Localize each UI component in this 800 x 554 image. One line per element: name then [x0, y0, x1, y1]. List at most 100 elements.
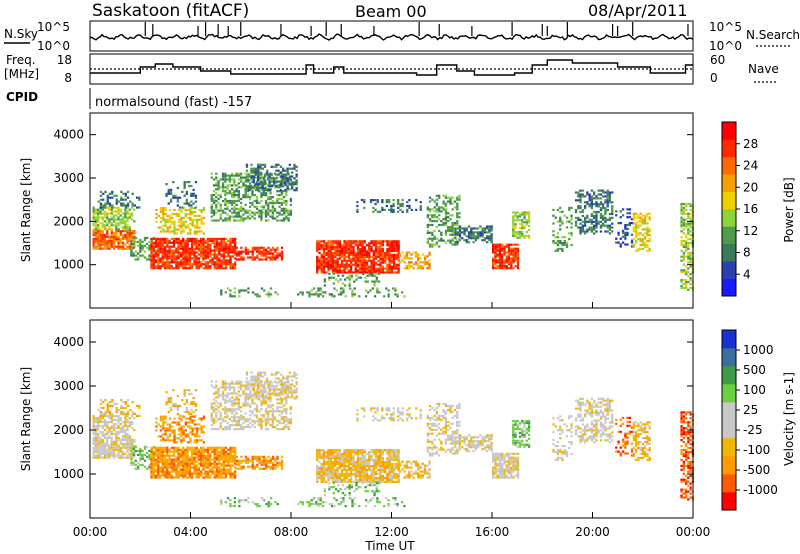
power-cell [244, 217, 247, 220]
power-cell [626, 227, 629, 230]
power-cell [379, 263, 382, 266]
power-cell [685, 236, 688, 239]
velocity-cell [92, 456, 95, 459]
power-cell [97, 243, 100, 246]
power-cell [397, 240, 400, 243]
power-cell [215, 182, 218, 185]
power-cell [350, 263, 353, 266]
power-cell [599, 230, 603, 233]
power-cell [185, 190, 188, 193]
velocity-cell [106, 440, 109, 443]
power-cell [379, 261, 382, 264]
power-cell [132, 246, 135, 249]
power-cell [689, 202, 692, 206]
power-cell [228, 176, 231, 179]
power-cell [133, 204, 136, 207]
power-cell [327, 251, 330, 255]
power-cell [119, 214, 122, 217]
power-cell [235, 215, 238, 218]
velocity-cell [180, 431, 183, 434]
velocity-cell [191, 427, 194, 430]
power-cell [344, 278, 347, 281]
power-cell [568, 206, 571, 209]
power-cell [197, 247, 201, 250]
power-cell [486, 241, 489, 244]
power-cell [431, 198, 434, 201]
power-cell [516, 249, 520, 252]
power-cell [451, 223, 454, 227]
velocity-cell [167, 397, 170, 400]
power-cell [161, 261, 164, 264]
velocity-cell [209, 446, 212, 449]
power-cell [131, 214, 134, 217]
power-cell [559, 224, 562, 227]
power-cell [233, 211, 236, 214]
power-cell [689, 238, 692, 241]
power-cell [133, 241, 136, 244]
velocity-cell [163, 450, 167, 453]
power-cell [229, 261, 232, 264]
power-cell [593, 214, 596, 217]
power-cell [215, 249, 219, 252]
power-cell [401, 210, 404, 213]
power-cell [518, 234, 522, 237]
power-cell [235, 184, 238, 187]
power-cell [192, 192, 195, 195]
power-cell [293, 181, 296, 184]
velocity-cell [196, 441, 199, 444]
power-cell [453, 222, 457, 225]
power-cell [689, 253, 692, 256]
power-cell [456, 204, 459, 207]
power-cell [157, 263, 160, 266]
power-cell [428, 267, 431, 270]
velocity-cell [180, 427, 183, 430]
power-cell [152, 250, 156, 253]
power-cell [150, 249, 153, 252]
power-cell [461, 227, 464, 230]
power-cell [387, 295, 390, 298]
power-cell [99, 198, 103, 201]
power-cell [165, 192, 168, 195]
power-cell [368, 272, 372, 275]
power-cell [419, 201, 422, 204]
power-cell [408, 257, 411, 260]
velocity-cell [188, 474, 191, 477]
power-cell [624, 225, 627, 229]
power-cell [173, 226, 176, 229]
power-cell [308, 295, 311, 298]
power-cell [518, 227, 522, 230]
power-cell [261, 185, 264, 188]
velocity-cell [102, 406, 105, 410]
power-cell [277, 169, 280, 172]
power-cell [476, 237, 480, 240]
power-cell [251, 256, 254, 259]
power-cell [179, 261, 182, 264]
velocity-cell [200, 431, 203, 434]
power-cell [191, 265, 194, 268]
velocity-cell [161, 448, 164, 451]
power-cell [197, 261, 201, 264]
power-cell [188, 267, 191, 270]
power-cell [498, 245, 502, 248]
power-cell [162, 214, 165, 217]
velocity-cell [188, 412, 191, 415]
power-cell [103, 245, 107, 248]
power-cell [245, 289, 248, 292]
power-cell [134, 254, 137, 257]
power-cell [184, 241, 187, 244]
velocity-cell [200, 425, 203, 428]
power-cell [458, 231, 462, 234]
power-cell [388, 263, 391, 266]
power-cell [198, 226, 201, 229]
power-cell [328, 293, 331, 296]
power-cell [606, 191, 609, 194]
power-cell [92, 208, 95, 211]
power-cell [451, 227, 454, 230]
power-cell [384, 255, 387, 258]
power-cell [191, 222, 194, 225]
velocity-cell [213, 470, 216, 473]
power-cell [285, 209, 288, 212]
power-cell [231, 184, 234, 187]
power-cell [262, 192, 265, 195]
power-cell [257, 189, 260, 192]
